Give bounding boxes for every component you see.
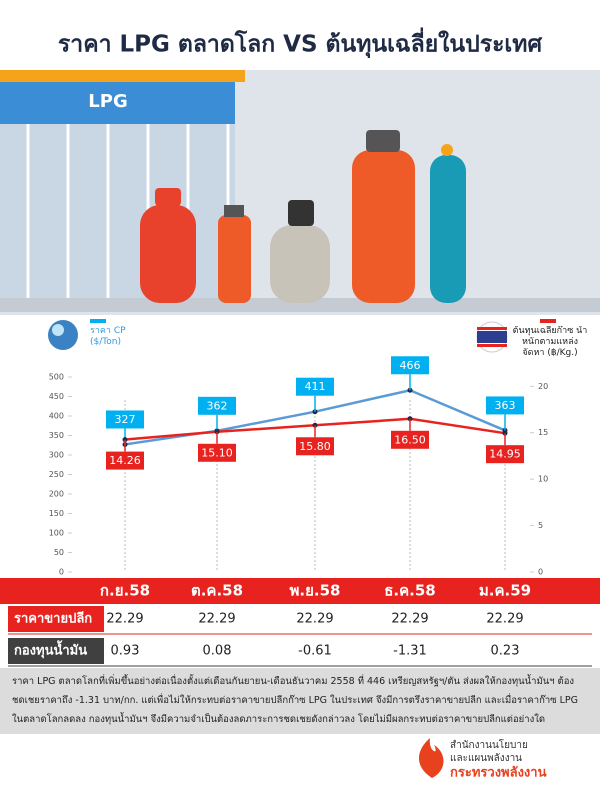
footnote: ราคา LPG ตลาดโลกที่เพิ่มขึ้นอย่างต่อเนื่…	[12, 676, 579, 725]
value-label: 15.10	[201, 446, 233, 459]
title: ราคา LPG ตลาดโลก VS ต้นทุนเฉลี่ยในประเทศ	[58, 27, 543, 59]
cell: 0.93	[111, 644, 140, 659]
value-label-bg	[198, 443, 236, 462]
cell: -1.31	[393, 644, 427, 659]
x-tick-label: ก.ย.58	[100, 582, 150, 600]
y2-tick-label: 5	[538, 521, 543, 530]
y-tick-label: 0	[59, 568, 64, 577]
value-label-bg	[391, 356, 429, 375]
cell: -0.61	[298, 644, 332, 659]
row-header-bg	[8, 606, 104, 632]
y-tick-label: 200	[49, 490, 64, 499]
x-tick-label: ธ.ค.58	[384, 582, 435, 600]
legend-item: ต้นทุนเฉลี่ยก๊าซ น้ำหนักตามแหล่งจัดหา (฿…	[512, 326, 588, 358]
y-tick-label: 100	[49, 529, 64, 538]
value-label: 411	[305, 380, 326, 393]
value-label-bg	[486, 445, 524, 464]
logo	[418, 738, 444, 778]
value-label: 14.95	[489, 448, 521, 461]
y2-tick-label: 15	[538, 428, 548, 437]
x-tick-label: พ.ย.58	[290, 582, 341, 600]
value-label: 363	[495, 399, 516, 412]
footnote-bg	[0, 668, 600, 734]
cell: 22.29	[296, 612, 333, 627]
y-tick-label: 150	[49, 509, 64, 518]
cell: 22.29	[106, 612, 143, 627]
y-tick-label: 250	[49, 470, 64, 479]
illustration	[0, 70, 600, 315]
cell: 0.08	[203, 644, 232, 659]
value-label-bg	[106, 410, 144, 429]
y-tick-label: 350	[49, 431, 64, 440]
value-label: 16.50	[394, 433, 426, 446]
y2-tick-label: 10	[538, 475, 548, 484]
y-tick-label: 500	[49, 373, 64, 382]
footnote-text: ราคา LPG ตลาดโลกที่เพิ่มขึ้นอย่างต่อเนื่…	[12, 676, 579, 725]
value-label-bg	[486, 396, 524, 415]
cell: 22.29	[486, 612, 523, 627]
value-label-bg	[296, 377, 334, 396]
value-label: 362	[207, 399, 228, 412]
y-tick-label: 50	[54, 548, 64, 557]
cell: 0.23	[491, 644, 520, 659]
y2-tick-label: 0	[538, 568, 543, 577]
value-label-bg	[391, 430, 429, 449]
org-ministry: กระทรวงพลังงาน	[450, 766, 547, 781]
banner: LPG	[88, 91, 127, 112]
legend-swatch	[90, 319, 106, 323]
y-tick-label: 450	[49, 392, 64, 401]
value-label-bg	[198, 396, 236, 415]
cell: 22.29	[391, 612, 428, 627]
value-label: 466	[400, 359, 421, 372]
x-tick-label: ม.ค.59	[479, 582, 531, 600]
value-label: 14.26	[109, 454, 141, 467]
y-tick-label: 300	[49, 451, 64, 460]
legend-text: ราคา CP ($/Ton)	[90, 326, 126, 347]
value-label: 15.80	[299, 440, 331, 453]
category-band	[0, 578, 600, 604]
row-header-bg	[8, 638, 104, 664]
value-label: 327	[115, 413, 136, 426]
row-header: กองทุนน้ำมัน	[14, 640, 87, 659]
y2-tick-label: 20	[538, 382, 548, 391]
cell: 22.29	[198, 612, 235, 627]
x-tick-label: ต.ค.58	[191, 582, 243, 600]
org-name: และแผนพลังงาน	[450, 753, 522, 764]
legend-icons	[48, 320, 508, 353]
y-tick-label: 400	[49, 412, 64, 421]
legend-item: ราคา CP ($/Ton)	[90, 326, 126, 347]
org-name: สำนักงานนโยบาย	[450, 738, 528, 751]
legend-swatch	[540, 319, 556, 323]
value-label-bg	[296, 437, 334, 456]
value-label-bg	[106, 451, 144, 470]
legend-text: ต้นทุนเฉลี่ยก๊าซ น้ำหนักตามแหล่งจัดหา (฿…	[512, 326, 588, 358]
row-header: ราคาขายปลีก	[14, 611, 92, 627]
